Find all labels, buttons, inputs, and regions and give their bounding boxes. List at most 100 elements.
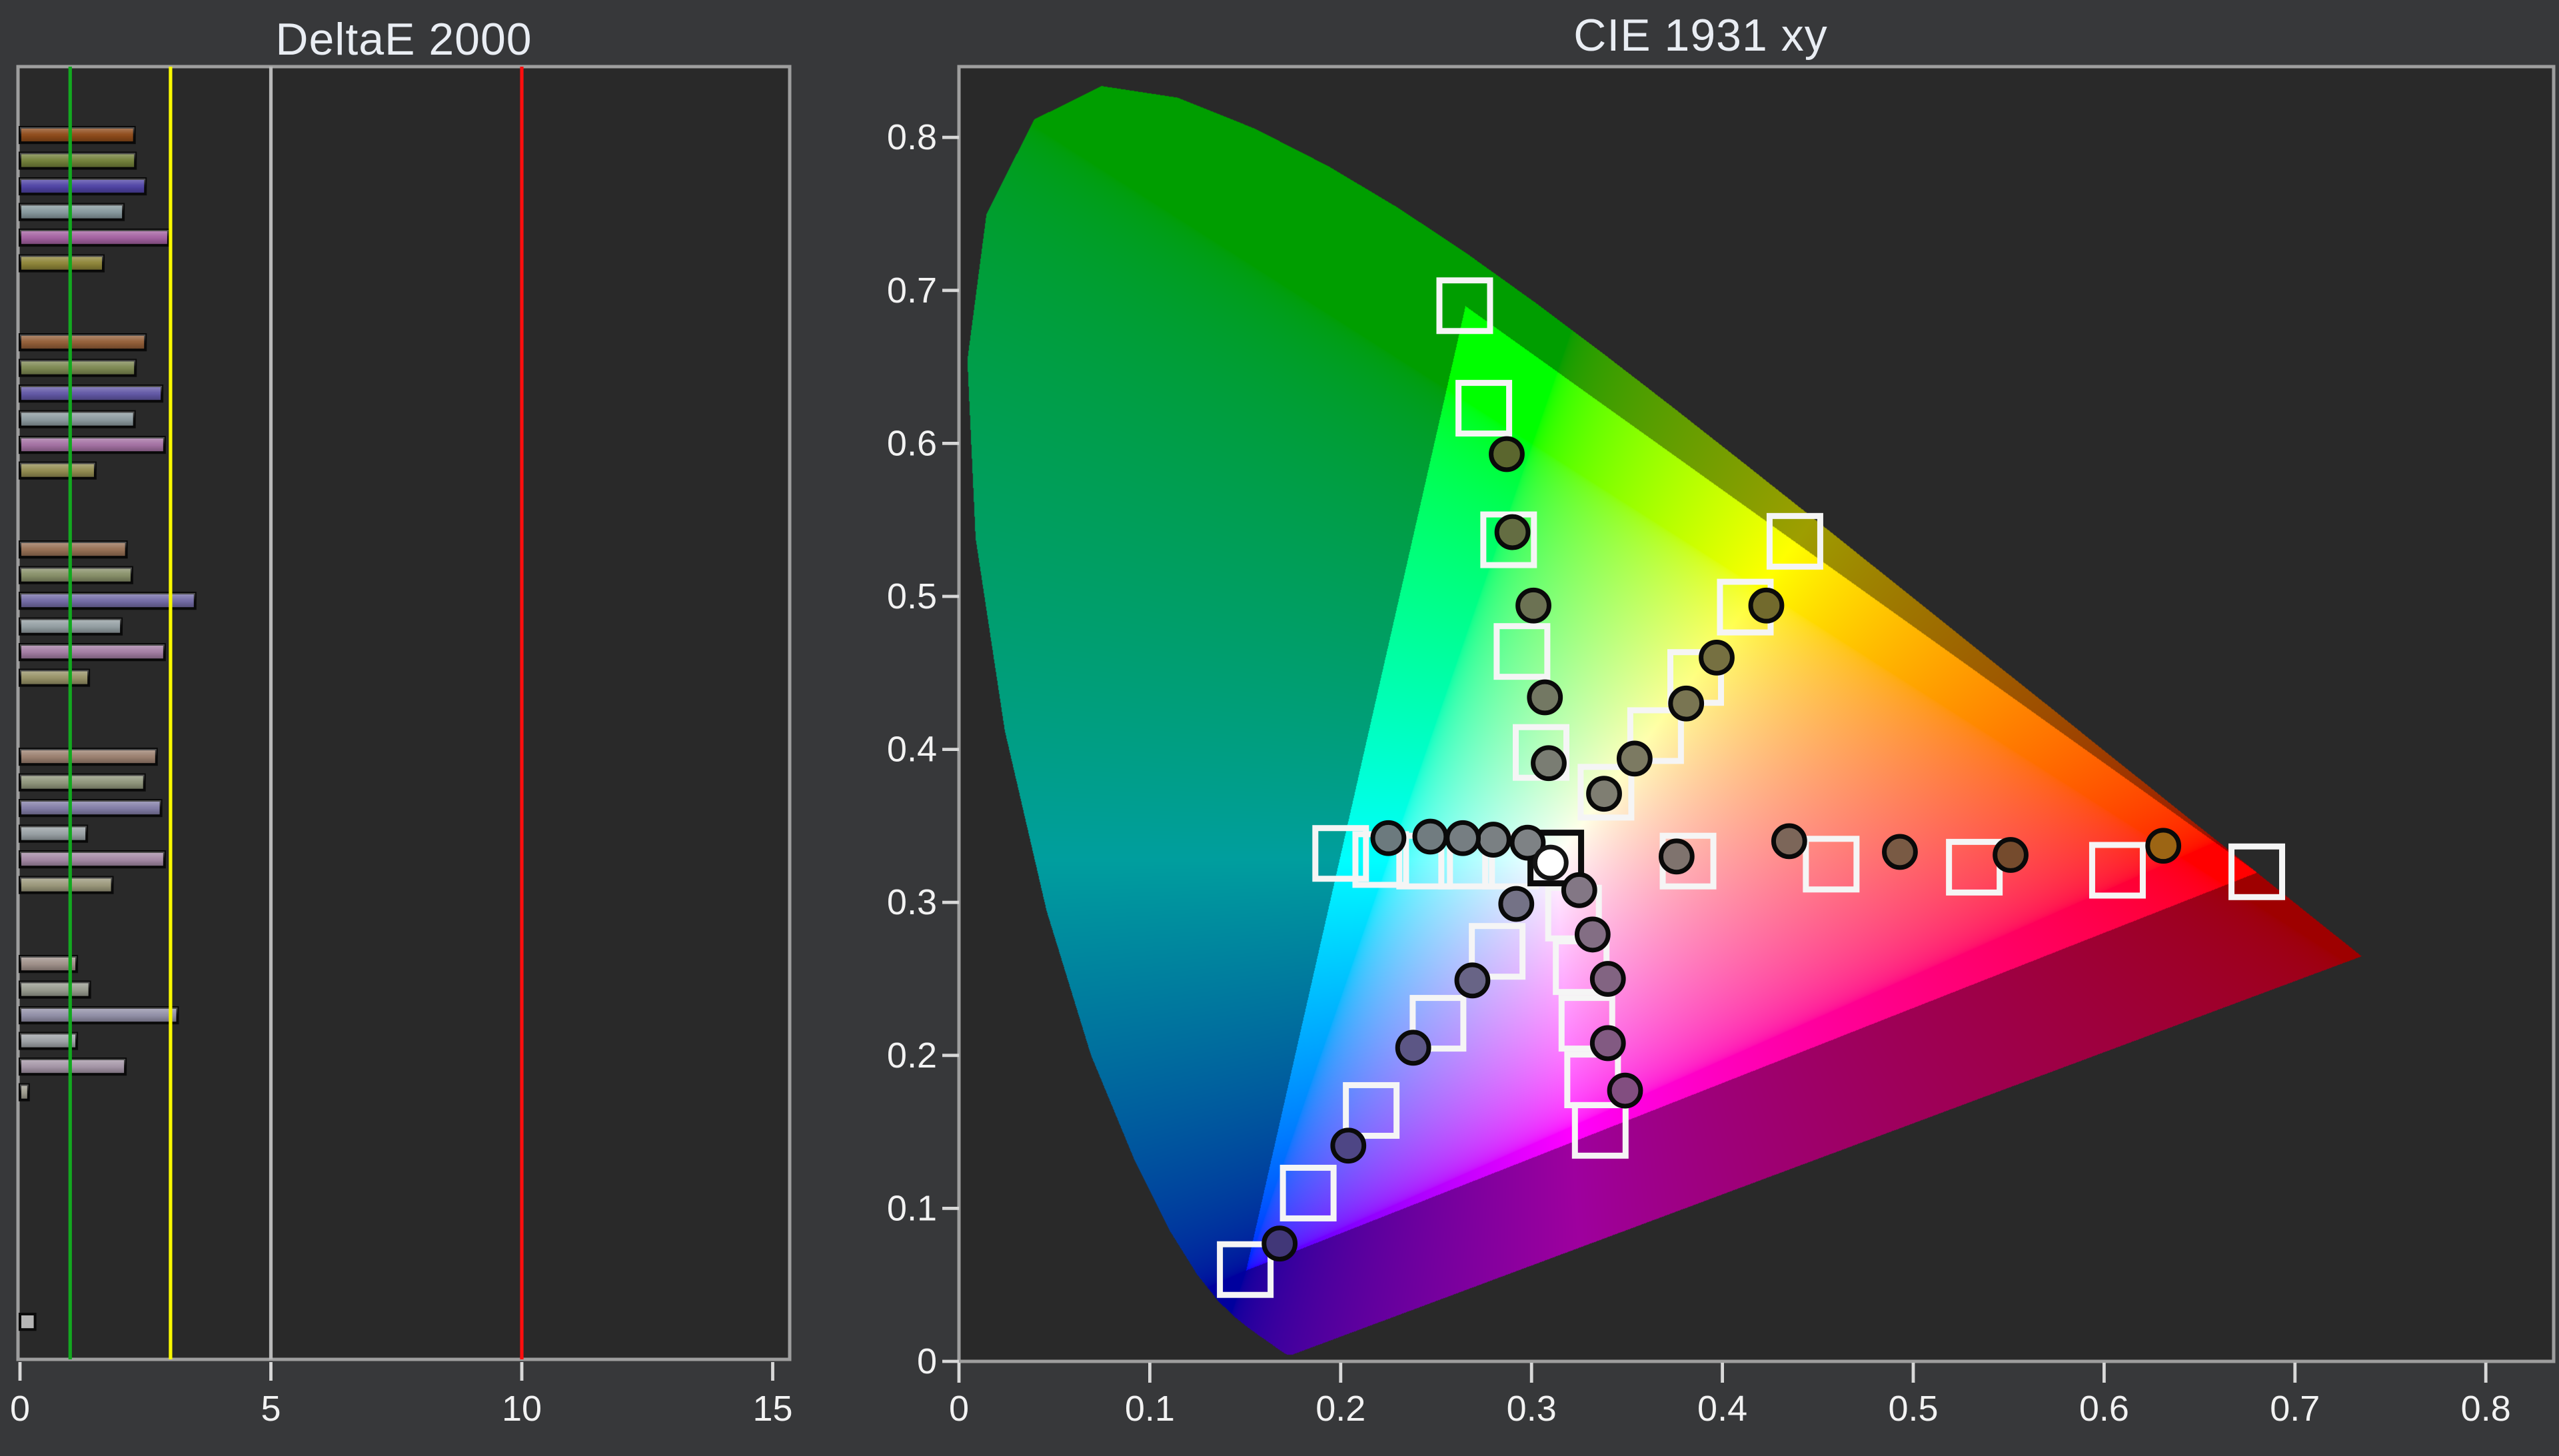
measured-blue-60%: [1395, 1030, 1431, 1066]
measured-red-40%: [1771, 823, 1807, 860]
measured-yellow-60%: [1668, 685, 1705, 722]
cie-y-tick-label: 0: [917, 1341, 937, 1381]
cie-x-tick-label: 0.8: [2461, 1389, 2511, 1429]
target-red-100%: [2228, 843, 2286, 900]
target-yellow-40%: [1627, 707, 1684, 764]
target-blue-40%: [1409, 995, 1467, 1052]
measured-cyan-80%: [1412, 818, 1449, 855]
deltae-axis-tick-label: 0: [10, 1389, 30, 1429]
target-green-80%: [1455, 380, 1513, 437]
measured-yellow-100%: [1748, 587, 1785, 624]
measured-green-100%: [1489, 436, 1525, 472]
measured-cyan-100%: [1370, 820, 1407, 856]
deltae-bar-gloss: [20, 335, 146, 351]
deltae-bar-gloss: [20, 360, 136, 376]
cie-x-tick-label: 0.3: [1507, 1389, 1557, 1429]
cie-y-tick-label: 0.4: [887, 730, 937, 770]
measured-cyan-40%: [1475, 822, 1511, 858]
measured-cyan-20%: [1509, 824, 1546, 861]
deltae-bar-white: [19, 1313, 37, 1331]
deltae-plot-area: [16, 65, 792, 1361]
deltae-bar-gloss: [20, 127, 135, 143]
cie-plot-border: [957, 65, 2556, 1363]
cie-y-tick-label: 0.2: [887, 1036, 937, 1076]
measured-green-20%: [1531, 745, 1567, 782]
target-yellow-20%: [1577, 764, 1635, 821]
cie-y-tick-label: 0.6: [887, 423, 937, 463]
deltae-bar-gloss: [20, 542, 127, 558]
deltae-bar-gloss: [20, 877, 113, 893]
deltae-bar-gloss: [20, 670, 89, 686]
measured-magenta-100%: [1607, 1072, 1643, 1109]
measured-magenta-80%: [1589, 1025, 1626, 1062]
measured-blue-40%: [1454, 962, 1491, 999]
measured-green-80%: [1494, 514, 1531, 550]
deltae-bar-gloss: [20, 179, 146, 195]
cie-y-tick-label: 0.5: [887, 576, 937, 616]
measured-magenta-20%: [1561, 872, 1597, 908]
measured-magenta-60%: [1589, 961, 1626, 997]
measured-white-point: [1532, 844, 1569, 881]
deltae-bar-gloss: [20, 153, 136, 169]
target-blue-80%: [1280, 1164, 1337, 1221]
target-magenta-60%: [1558, 995, 1615, 1052]
deltae-bar-gloss: [20, 774, 145, 790]
measured-red-80%: [1993, 837, 2029, 873]
deltae-bar-gloss: [20, 593, 195, 609]
target-green-40%: [1493, 623, 1551, 680]
cie-chromaticity-diagram: [959, 67, 2554, 1361]
target-cyan-100%: [1312, 825, 1369, 882]
deltae-bar-gloss: [20, 749, 157, 765]
deltae-bar-gloss: [20, 1084, 29, 1100]
cie-y-tick-label: 0.7: [887, 271, 937, 311]
cie-x-tick-label: 0.4: [1697, 1389, 1747, 1429]
deltae-bar-gloss: [20, 437, 165, 453]
measured-cyan-60%: [1445, 820, 1481, 856]
deltae-axis-tick-label: 15: [752, 1389, 792, 1429]
cie-y-tick-label: 0.3: [887, 882, 937, 922]
measured-blue-20%: [1498, 886, 1535, 922]
deltae-bar-gloss: [20, 255, 103, 271]
deltae-bar-gloss: [20, 230, 169, 246]
target-blue-20%: [1469, 923, 1526, 980]
target-yellow-100%: [1766, 512, 1823, 570]
deltae-bar-gloss: [20, 1033, 77, 1049]
cie-x-tick-label: 0.5: [1888, 1389, 1938, 1429]
target-blue-100%: [1217, 1241, 1274, 1298]
measured-yellow-80%: [1699, 639, 1735, 676]
target-red-80%: [2089, 842, 2146, 899]
deltae-bar-gloss: [20, 411, 135, 427]
measured-red-60%: [1882, 834, 1918, 870]
deltae-bar-gloss: [20, 800, 161, 816]
deltae-bar-gloss: [20, 386, 163, 402]
deltae-bar-gloss: [20, 567, 132, 583]
deltae-bar-gloss: [20, 1059, 126, 1075]
target-red-40%: [1803, 836, 1860, 893]
measured-red-100%: [2145, 828, 2182, 864]
target-blue-60%: [1343, 1082, 1400, 1139]
deltae-bar-gloss: [20, 1008, 178, 1024]
deltae-bar-gloss: [20, 462, 95, 478]
cie-y-tick-label: 0.8: [887, 117, 937, 157]
measured-magenta-40%: [1574, 916, 1611, 953]
deltae-bar-gloss: [20, 982, 90, 998]
measured-red-20%: [1658, 838, 1695, 875]
deltae-bar-gloss: [20, 826, 87, 842]
target-green-100%: [1436, 277, 1493, 335]
cie-x-tick-label: 0.7: [2270, 1389, 2320, 1429]
target-red-60%: [1946, 838, 2003, 896]
deltae-bar-gloss: [20, 956, 77, 972]
cie-chart-title: CIE 1931 xy: [1573, 11, 1828, 61]
cie-x-tick-label: 0.2: [1315, 1389, 1365, 1429]
cie-x-tick-label: 0.6: [2079, 1389, 2129, 1429]
deltae-bar-gloss: [20, 644, 165, 660]
measured-blue-80%: [1330, 1127, 1367, 1164]
measured-green-40%: [1527, 679, 1563, 716]
target-green-60%: [1480, 511, 1537, 568]
target-magenta-100%: [1571, 1101, 1629, 1159]
measured-yellow-40%: [1616, 740, 1653, 777]
cie-x-tick-label: 0.1: [1125, 1389, 1175, 1429]
cie-y-tick-label: 0.1: [887, 1188, 937, 1228]
